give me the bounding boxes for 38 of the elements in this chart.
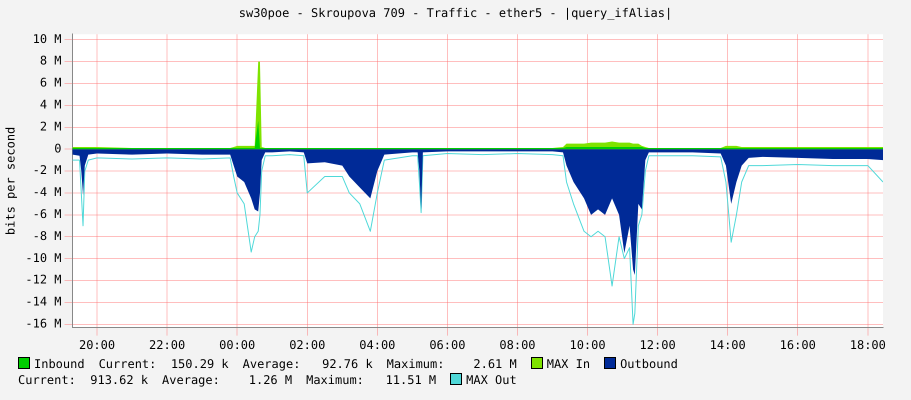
text: Average: 1.26 M <box>162 372 292 388</box>
y-tick-label: -10 M <box>25 250 62 265</box>
text: Current: 913.62 k <box>18 372 148 388</box>
x-tick-label: 06:00 <box>429 338 466 352</box>
y-tick-label: 2 M <box>40 119 62 134</box>
text: Average: 92.76 k <box>242 356 373 372</box>
x-tick-label: 14:00 <box>710 338 746 352</box>
chart-title: sw30poe - Skroupova 709 - Traffic - ether5 - |query_ifAlias| <box>238 5 674 22</box>
y-tick-label: 10 M <box>32 32 62 46</box>
y-tick-label: -8 M <box>32 228 62 243</box>
legend-label: MAX In <box>546 356 590 372</box>
x-tick-label: 20:00 <box>78 338 116 352</box>
x-tick-label: 22:00 <box>149 338 186 352</box>
y-tick-label: 8 M <box>40 54 62 68</box>
x-tick-label: 04:00 <box>359 338 396 352</box>
y-tick-label: -14 M <box>25 294 62 309</box>
x-tick-label: 12:00 <box>640 338 676 352</box>
x-tick-label: 02:00 <box>289 338 326 352</box>
legend-label: MAX Out <box>465 372 517 388</box>
y-tick-label: 6 M <box>40 76 62 90</box>
legend-label: Inbound <box>33 356 85 372</box>
text: Maximum: 2.61 M <box>386 356 517 372</box>
y-tick-label: -2 M <box>32 163 62 178</box>
x-tick-label: 00:00 <box>219 338 256 352</box>
y-tick-label: -12 M <box>25 272 62 287</box>
text: Current: 150.29 k <box>98 356 229 372</box>
legend-label: Outbound <box>619 356 678 372</box>
x-tick-label: 16:00 <box>780 338 816 352</box>
y-tick-label: -6 M <box>32 206 62 221</box>
text: Maximum: 11.51 M <box>306 372 436 388</box>
x-tick-label: 10:00 <box>569 338 606 352</box>
y-tick-label: -16 M <box>25 316 62 330</box>
x-tick-label: 18:00 <box>850 338 886 352</box>
x-tick-label: 08:00 <box>499 338 536 352</box>
y-tick-label: 0 <box>54 141 62 156</box>
y-axis-title: bits per second <box>3 126 18 236</box>
y-tick-label: -4 M <box>32 185 62 200</box>
y-tick-label: 4 M <box>40 97 62 112</box>
